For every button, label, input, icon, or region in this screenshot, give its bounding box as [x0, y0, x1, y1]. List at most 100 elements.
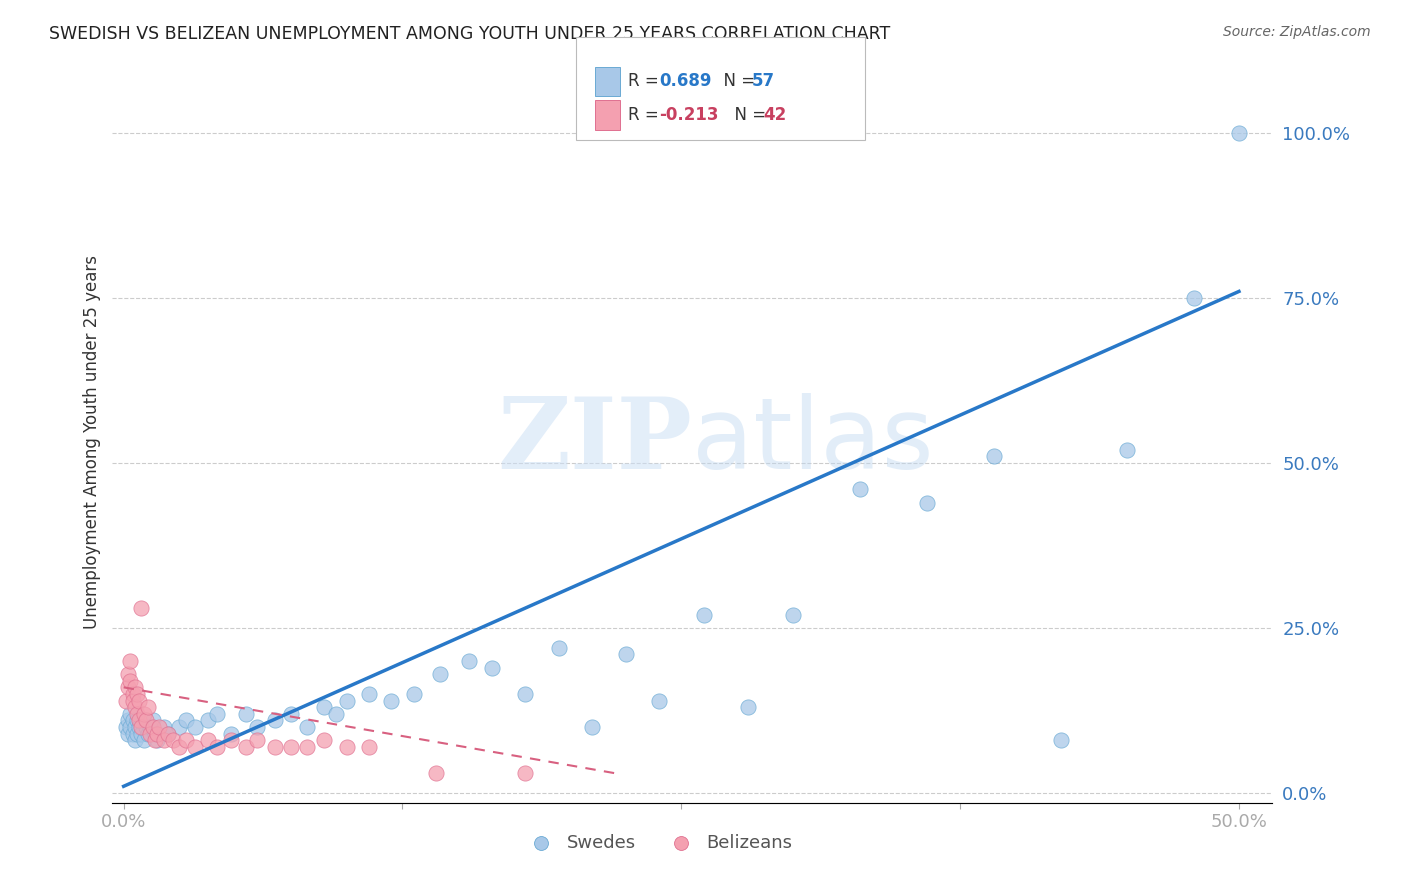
Point — [152, 733, 174, 747]
Point — [139, 720, 162, 734]
Point — [146, 733, 169, 747]
Point — [648, 693, 671, 707]
Point — [380, 693, 402, 707]
Point — [246, 733, 269, 747]
Text: -0.213: -0.213 — [659, 106, 718, 124]
Point — [515, 687, 537, 701]
Point — [280, 706, 302, 721]
Point — [235, 706, 257, 721]
Point — [143, 726, 166, 740]
Point — [120, 706, 142, 721]
Point — [737, 700, 759, 714]
Point — [197, 714, 219, 728]
Point — [136, 726, 159, 740]
Point — [207, 706, 229, 721]
Point — [128, 693, 150, 707]
Point — [1227, 126, 1250, 140]
Point — [128, 720, 150, 734]
Point — [117, 714, 139, 728]
Text: atlas: atlas — [693, 393, 934, 490]
Legend: Swedes, Belizeans: Swedes, Belizeans — [516, 826, 800, 859]
Text: R =: R = — [628, 106, 665, 124]
Point — [295, 739, 318, 754]
Point — [325, 706, 347, 721]
Point — [197, 733, 219, 747]
Point — [219, 726, 242, 740]
Text: SWEDISH VS BELIZEAN UNEMPLOYMENT AMONG YOUTH UNDER 25 YEARS CORRELATION CHART: SWEDISH VS BELIZEAN UNEMPLOYMENT AMONG Y… — [49, 25, 890, 43]
Point — [614, 648, 637, 662]
Point — [692, 607, 714, 622]
Point — [148, 720, 170, 734]
Point — [117, 726, 139, 740]
Point — [115, 720, 138, 734]
Point — [125, 687, 148, 701]
Point — [1049, 733, 1071, 747]
Point — [184, 720, 207, 734]
Text: ZIP: ZIP — [498, 393, 693, 490]
Point — [117, 681, 139, 695]
Point — [1116, 442, 1139, 457]
Point — [136, 700, 159, 714]
Point — [481, 660, 503, 674]
Y-axis label: Unemployment Among Youth under 25 years: Unemployment Among Youth under 25 years — [83, 254, 101, 629]
Point — [264, 739, 287, 754]
Point — [983, 450, 1005, 464]
Point — [425, 766, 447, 780]
Point — [314, 733, 336, 747]
Point — [124, 681, 146, 695]
Point — [157, 726, 180, 740]
Point — [280, 739, 302, 754]
Text: N =: N = — [713, 72, 761, 90]
Point — [135, 720, 157, 734]
Point — [121, 693, 143, 707]
Point — [782, 607, 804, 622]
Point — [157, 726, 180, 740]
Point — [915, 495, 938, 509]
Point — [314, 700, 336, 714]
Point — [174, 733, 197, 747]
Point — [131, 726, 153, 740]
Point — [246, 720, 269, 734]
Point — [581, 720, 603, 734]
Point — [143, 733, 166, 747]
Point — [139, 726, 162, 740]
Point — [135, 714, 157, 728]
Text: Source: ZipAtlas.com: Source: ZipAtlas.com — [1223, 25, 1371, 39]
Text: 57: 57 — [752, 72, 775, 90]
Point — [125, 726, 148, 740]
Point — [142, 714, 165, 728]
Point — [120, 673, 142, 688]
Point — [174, 714, 197, 728]
Point — [146, 726, 169, 740]
Point — [124, 700, 146, 714]
Point — [184, 739, 207, 754]
Point — [125, 714, 148, 728]
Point — [357, 687, 380, 701]
Point — [1182, 291, 1205, 305]
Point — [169, 739, 191, 754]
Point — [295, 720, 318, 734]
Point — [547, 640, 569, 655]
Point — [458, 654, 481, 668]
Point — [124, 720, 146, 734]
Point — [402, 687, 425, 701]
Point — [235, 739, 257, 754]
Point — [357, 739, 380, 754]
Point — [121, 726, 143, 740]
Text: R =: R = — [628, 72, 665, 90]
Point — [162, 733, 184, 747]
Point — [152, 720, 174, 734]
Point — [132, 706, 155, 721]
Point — [848, 483, 870, 497]
Point — [121, 714, 143, 728]
Point — [429, 667, 451, 681]
Point — [132, 733, 155, 747]
Point — [207, 739, 229, 754]
Point — [120, 654, 142, 668]
Point — [120, 720, 142, 734]
Point — [128, 714, 150, 728]
Point — [124, 733, 146, 747]
Point — [117, 667, 139, 681]
Point — [336, 693, 359, 707]
Point — [336, 739, 359, 754]
